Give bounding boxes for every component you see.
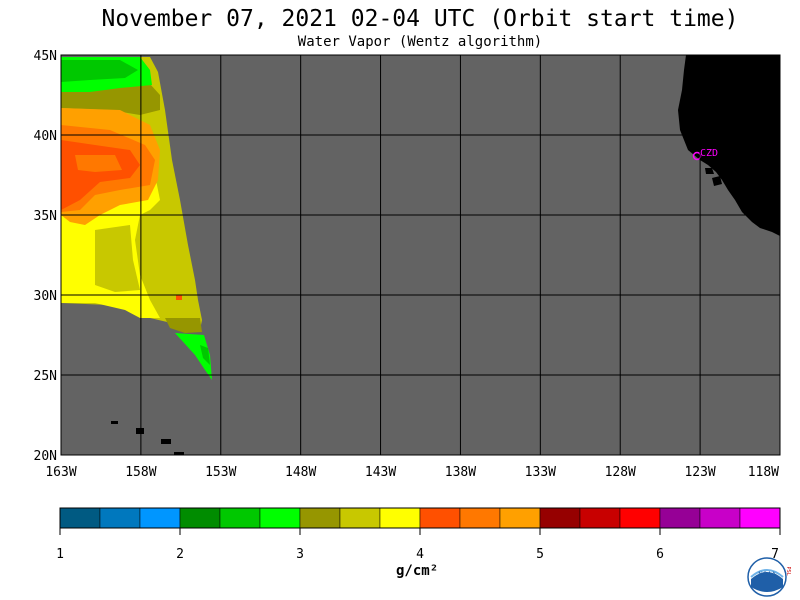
noaa-logo: NOAA PSL [747,557,791,597]
colorbar [59,507,781,529]
channel-islands [705,168,714,174]
colorbar-swatch [659,507,701,529]
water-vapor-swath [61,57,212,380]
longitude-label: 148W [285,465,316,480]
longitude-label: 123W [684,465,715,480]
latitude-labels: 45N 40N 35N 30N 25N 20N [34,49,57,464]
latitude-label: 30N [34,289,57,304]
longitude-label: 163W [45,465,76,480]
colorbar-swatch [619,507,661,529]
logo-side-text: PSL [785,567,791,576]
colorbar-swatch [379,507,421,529]
colorbar-tick-label: 1 [56,547,64,562]
longitude-labels: 163W 158W 153W 148W 143W 138W 133W 128W 123W 118W [45,465,779,480]
logo-text: NOAA [758,571,776,578]
colorbar-swatch [459,507,501,529]
colorbar-ticks: 1 2 3 4 5 6 7 [56,528,781,562]
colorbar-swatch [699,507,741,529]
longitude-label: 128W [605,465,636,480]
hawaii-islands [111,421,184,455]
colorbar-tick-label: 2 [176,547,184,562]
latitude-label: 35N [34,209,57,224]
colorbar-swatch [539,507,581,529]
latitude-label: 25N [34,369,57,384]
colorbar-swatch [99,507,141,529]
map-subtitle: Water Vapor (Wentz algorithm) [297,34,543,50]
colorbar-tick-label: 4 [416,547,424,562]
map-title: November 07, 2021 02-04 UTC (Orbit start… [101,6,739,32]
map-frame [60,54,781,456]
colorbar-tick-label: 6 [656,547,664,562]
longitude-label: 118W [748,465,779,480]
colorbar-swatch [339,507,381,529]
longitude-label: 143W [365,465,396,480]
colorbar-swatch [139,507,181,529]
colorbar-swatch [299,507,341,529]
latitude-label: 20N [34,449,57,464]
latitude-label: 45N [34,49,57,64]
colorbar-swatch [219,507,261,529]
colorbar-swatch [739,507,781,529]
colorbar-tick-label: 7 [771,547,779,562]
colorbar-swatch [499,507,541,529]
colorbar-swatch [59,507,101,529]
colorbar-swatch [419,507,461,529]
coast-detail [712,176,722,186]
colorbar-swatch [259,507,301,529]
colorbar-swatch [179,507,221,529]
station-marker-label: CZD [700,148,718,159]
latitude-label: 40N [34,129,57,144]
north-america-landmass [678,55,780,236]
longitude-label: 138W [445,465,476,480]
longitude-label: 158W [125,465,156,480]
longitude-label: 133W [525,465,556,480]
colorbar-unit: g/cm² [396,563,439,579]
colorbar-tick-label: 5 [536,547,544,562]
colorbar-tick-label: 3 [296,547,304,562]
colorbar-swatch [579,507,621,529]
longitude-label: 153W [205,465,236,480]
